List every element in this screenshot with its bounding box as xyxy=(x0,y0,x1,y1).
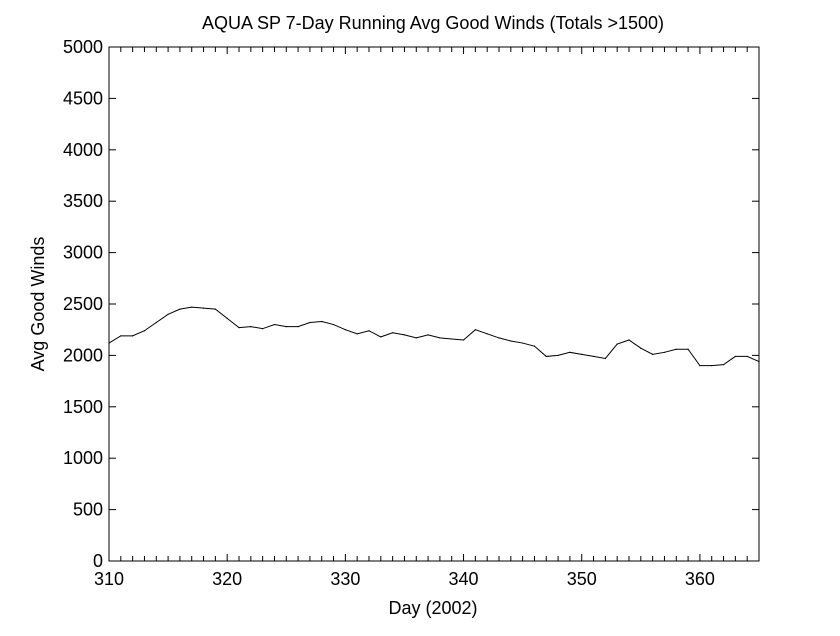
data-point xyxy=(451,338,453,340)
data-point xyxy=(439,337,441,339)
y-tick-label: 2000 xyxy=(63,345,103,365)
data-point xyxy=(262,328,264,330)
data-point xyxy=(628,339,630,341)
data-point xyxy=(191,306,193,308)
x-tick-label: 310 xyxy=(94,569,124,589)
data-point xyxy=(510,340,512,342)
chart-title: AQUA SP 7-Day Running Avg Good Winds (To… xyxy=(202,13,664,33)
data-point xyxy=(746,355,748,358)
y-tick-label: 1500 xyxy=(63,397,103,417)
data-point xyxy=(155,321,157,324)
y-tick-label: 0 xyxy=(93,551,103,571)
series-layer xyxy=(108,306,760,367)
y-tick-label: 500 xyxy=(73,500,103,520)
data-point xyxy=(462,339,465,341)
y-tick-label: 5000 xyxy=(63,37,103,57)
data-point xyxy=(592,355,595,358)
data-point xyxy=(238,327,240,329)
data-point xyxy=(616,343,618,345)
data-point xyxy=(214,308,216,310)
data-point xyxy=(663,351,666,353)
plot-frame xyxy=(108,46,760,562)
data-point xyxy=(711,365,713,367)
data-point xyxy=(403,334,406,336)
y-tick-label: 3000 xyxy=(63,243,103,263)
x-tick-label: 340 xyxy=(449,569,479,589)
data-point xyxy=(143,330,146,332)
data-point xyxy=(285,326,287,328)
data-point xyxy=(722,364,725,366)
data-point xyxy=(250,326,252,328)
data-point xyxy=(167,313,169,315)
data-point xyxy=(557,354,559,356)
data-point xyxy=(687,348,689,350)
x-tick-label: 360 xyxy=(685,569,715,589)
data-point xyxy=(569,351,571,353)
data-point xyxy=(498,337,500,339)
data-point xyxy=(344,329,346,331)
data-point xyxy=(415,337,417,339)
x-tick-label: 350 xyxy=(567,569,597,589)
data-point xyxy=(332,323,335,326)
data-point xyxy=(120,335,122,337)
data-point xyxy=(640,347,642,349)
x-axis: 310 320 330 340 350 360 xyxy=(94,47,760,589)
data-point xyxy=(522,342,524,344)
data-point xyxy=(392,332,394,334)
data-point xyxy=(486,333,488,335)
data-point xyxy=(309,321,311,324)
data-point xyxy=(356,333,358,335)
data-point xyxy=(202,307,205,309)
data-point xyxy=(474,329,476,331)
x-tick-label: 320 xyxy=(212,569,242,589)
y-tick-label: 2500 xyxy=(63,294,103,314)
data-point xyxy=(545,355,547,358)
series-line xyxy=(108,306,760,367)
y-tick-label: 4500 xyxy=(63,88,103,108)
data-point xyxy=(273,323,276,326)
data-point xyxy=(132,335,134,337)
data-point xyxy=(533,345,536,347)
y-tick-label: 3500 xyxy=(63,191,103,211)
data-point xyxy=(734,355,736,358)
y-axis: 0 500 1000 1500 2000 2500 3000 3500 4000 4500 5000 xyxy=(63,37,759,571)
data-point xyxy=(179,308,181,310)
data-point xyxy=(581,353,583,355)
data-point xyxy=(604,357,606,360)
y-tick-label: 4000 xyxy=(63,140,103,160)
data-point xyxy=(427,334,429,336)
data-point xyxy=(226,317,228,319)
x-axis-title: Day (2002) xyxy=(388,598,477,618)
data-point xyxy=(380,336,382,338)
data-point xyxy=(675,348,677,350)
y-tick-label: 1000 xyxy=(63,448,103,468)
data-point xyxy=(758,360,760,363)
data-point xyxy=(652,353,654,355)
data-point xyxy=(297,326,299,328)
data-point xyxy=(321,320,323,323)
data-point xyxy=(699,365,701,367)
data-point xyxy=(108,342,110,344)
data-point xyxy=(368,330,370,332)
x-tick-label: 330 xyxy=(330,569,360,589)
y-axis-title: Avg Good Winds xyxy=(28,237,48,372)
